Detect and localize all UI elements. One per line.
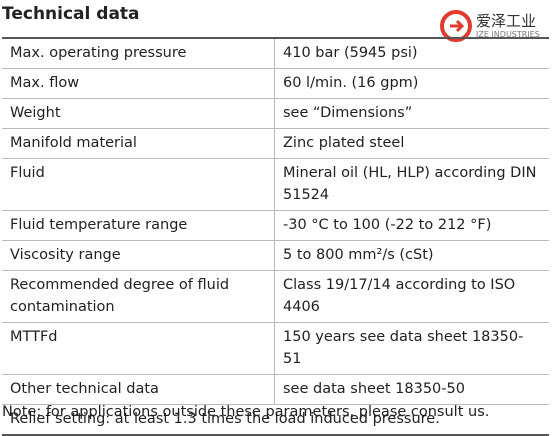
table-row: Weight see “Dimensions” (2, 98, 549, 129)
spec-value: 60 l/min. (16 gpm) (274, 68, 549, 99)
spec-label: Manifold material (2, 128, 275, 159)
note: Note: for applications outside these par… (2, 404, 490, 420)
spec-label: Max. flow (2, 68, 275, 99)
spec-label: Viscosity range (2, 240, 275, 271)
spec-table: Max. operating pressure 410 bar (5945 psi… (2, 37, 549, 436)
page: Technical data 爱泽工业 IZE INDUSTRIES Max. … (2, 4, 549, 436)
table-row: Fluid Mineral oil (HL, HLP) according DIN… (2, 158, 549, 211)
spec-label: Recommended degree of fluid contaminatio… (2, 270, 275, 323)
spec-label: Weight (2, 98, 275, 129)
spec-label: Fluid temperature range (2, 210, 275, 241)
spec-label: Max. operating pressure (2, 37, 275, 69)
spec-value: 410 bar (5945 psi) (274, 37, 549, 69)
spec-value: 5 to 800 mm²/s (cSt) (274, 240, 549, 271)
table-row: Max. flow 60 l/min. (16 gpm) (2, 68, 549, 99)
table-row: Manifold material Zinc plated steel (2, 128, 549, 159)
spec-value: -30 °C to 100 (-22 to 212 °F) (274, 210, 549, 241)
spec-label: MTTFd (2, 322, 275, 375)
spec-label: Other technical data (2, 374, 275, 405)
table-row: Other technical data see data sheet 18350… (2, 374, 549, 405)
spec-value: Zinc plated steel (274, 128, 549, 159)
title: Technical data (2, 4, 140, 24)
logo-text: 爱泽工业 (476, 12, 537, 30)
spec-value: Mineral oil (HL, HLP) according DIN 5152… (274, 158, 549, 211)
spec-label: Fluid (2, 158, 275, 211)
table-row: Recommended degree of fluid contaminatio… (2, 270, 549, 323)
table-row: Max. operating pressure 410 bar (5945 psi… (2, 37, 549, 69)
spec-value: see data sheet 18350-50 (274, 374, 549, 405)
table-row: Fluid temperature range -30 °C to 100 (-2… (2, 210, 549, 241)
spec-value: Class 19/17/14 according to ISO 4406 (274, 270, 549, 323)
table-row: MTTFd 150 years see data sheet 18350-51 (2, 322, 549, 375)
spec-value: 150 years see data sheet 18350-51 (274, 322, 549, 375)
spec-value: see “Dimensions” (274, 98, 549, 129)
table-row: Viscosity range 5 to 800 mm²/s (cSt) (2, 240, 549, 271)
logo-subtext: IZE INDUSTRIES (476, 30, 540, 39)
